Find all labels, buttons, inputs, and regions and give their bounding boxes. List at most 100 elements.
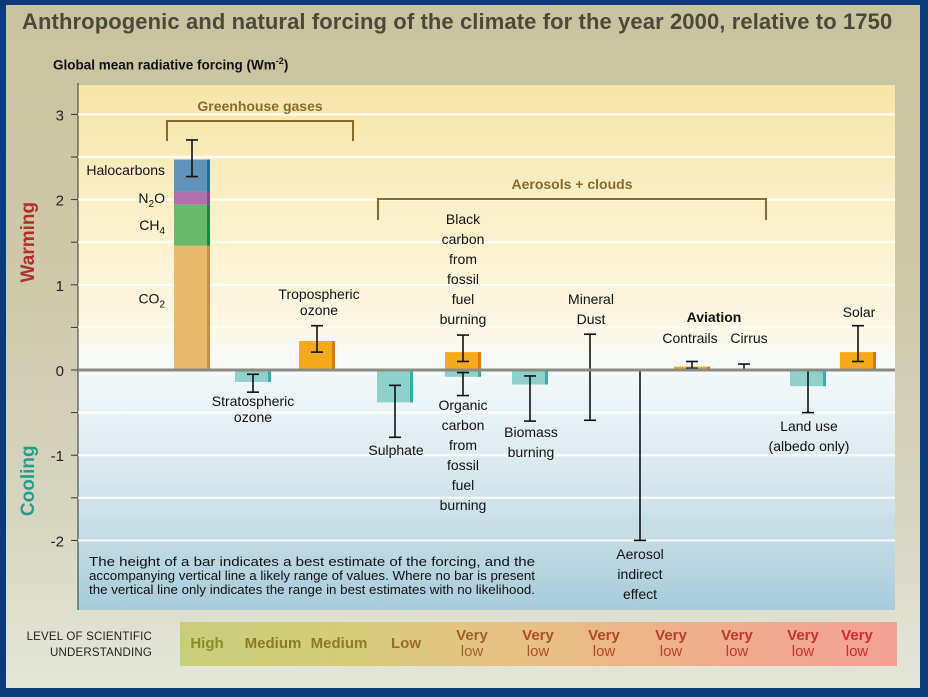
level-understanding-line1: Very — [588, 627, 620, 644]
segment-label-main: N — [138, 190, 148, 206]
bar-label-mineral-dust: Mineral — [568, 291, 614, 307]
segment-label-subscript: 2 — [159, 300, 165, 311]
bar-label-land-use-albedo-only-: (albedo only) — [769, 438, 850, 454]
bar-label-aerosol-indirect-effect: Aerosol — [616, 546, 663, 562]
group-label-greenhouse-gases: Greenhouse gases — [197, 98, 322, 114]
error-bar-sulphate — [389, 384, 401, 439]
level-understanding-item: Very low — [456, 622, 488, 666]
bar-segment-edge-n2o — [207, 191, 210, 205]
segment-label-main: Halocarbons — [86, 162, 165, 178]
segment-label-suffix: O — [154, 190, 165, 206]
note-line: the vertical line only indicates the ran… — [89, 583, 535, 597]
level-understanding-item: Very low — [841, 622, 873, 666]
level-label-line2: UNDERSTANDING — [49, 647, 152, 659]
level-of-understanding-band — [180, 622, 897, 666]
bar-contrails-edge — [707, 366, 710, 370]
level-understanding-line1: Low — [391, 635, 421, 652]
bar-segment-edge-halocarbons — [207, 159, 210, 192]
group-bracket-aerosols-clouds — [377, 198, 767, 220]
error-bar-biomass-burning — [524, 375, 536, 422]
level-understanding-line1: Medium — [310, 635, 368, 652]
level-understanding-item: Medium — [245, 622, 302, 666]
plot-background — [78, 85, 895, 610]
y-tick-label: 2 — [56, 193, 64, 210]
level-understanding-line1: Very — [721, 627, 753, 644]
segment-label-co2: CO2 — [138, 291, 165, 311]
y-tick-label: 1 — [56, 278, 64, 295]
level-understanding-item: Very low — [522, 622, 554, 666]
level-understanding-line1: Very — [456, 627, 488, 644]
level-understanding-line2: low — [791, 643, 815, 660]
level-understanding-item: Low — [391, 622, 421, 666]
bar-label-organic-carbon-from-fossil-fuel-burning: from — [449, 437, 477, 453]
bar-label-cirrus: Cirrus — [730, 330, 767, 346]
error-bar-organic-carbon-from-fossil-fuel-burning — [457, 371, 469, 397]
bar-land-use-albedo-only--edge — [823, 370, 826, 387]
bar-segment-edge-ch4 — [207, 204, 210, 246]
bar-segment-edge-co2 — [207, 245, 210, 370]
bar-label-aerosol-indirect-effect: effect — [623, 586, 657, 602]
level-understanding-item: Very low — [787, 622, 819, 666]
level-understanding-item: High — [190, 622, 223, 666]
cooling-label: Cooling — [18, 445, 39, 516]
bar-label-aerosol-indirect-effect: indirect — [617, 566, 662, 582]
bar-label-black-carbon-from-fossil-fuel-burning: Black — [446, 211, 481, 227]
bar-label-solar: Solar — [843, 304, 876, 320]
y-axis-label-close: ) — [283, 57, 289, 73]
bar-label-tropospheric-ozone: ozone — [300, 302, 338, 318]
bar-segment-co2 — [174, 245, 210, 370]
segment-label-main: CO — [138, 291, 159, 307]
segment-label-halocarbons: Halocarbons — [86, 162, 165, 178]
bar-label-contrails: Contrails — [662, 330, 717, 346]
note-line: The height of a bar indicates a best est… — [89, 555, 535, 569]
bar-label-land-use-albedo-only-: Land use — [780, 418, 838, 434]
level-understanding-item: Very low — [721, 622, 753, 666]
segment-label-subscript: 4 — [159, 226, 165, 237]
bar-label-black-carbon-from-fossil-fuel-burning: fuel — [452, 291, 475, 307]
bar-black-carbon-from-fossil-fuel-burning-edge — [478, 352, 481, 370]
y-axis-label-text: Global mean radiative forcing (Wm — [53, 57, 276, 73]
level-understanding-line1: High — [190, 635, 224, 652]
note-line: accompanying vertical line a likely rang… — [89, 569, 536, 583]
bar-label-black-carbon-from-fossil-fuel-burning: burning — [440, 311, 487, 327]
segment-label-subscript: 2 — [149, 199, 155, 210]
error-bar-stratospheric-ozone — [247, 373, 259, 393]
level-of-understanding-label: LEVEL OF SCIENTIFIC UNDERSTANDING — [22, 629, 152, 661]
bar-label-organic-carbon-from-fossil-fuel-burning: fossil — [447, 457, 479, 473]
bar-label-organic-carbon-from-fossil-fuel-burning: burning — [440, 497, 487, 513]
level-label-line1: LEVEL OF SCIENTIFIC — [26, 631, 152, 643]
bar-label-tropospheric-ozone: Tropospheric — [278, 286, 359, 302]
bar-segment-n2o — [174, 191, 210, 205]
level-understanding-line2: low — [845, 643, 869, 660]
y-axis-label-sup: -2 — [275, 56, 284, 66]
level-understanding-line1: Very — [522, 627, 554, 644]
error-bar-greenhouse — [186, 139, 198, 178]
level-understanding-line1: Very — [787, 627, 819, 644]
bar-label-sulphate: Sulphate — [368, 442, 423, 458]
segment-label-ch4: CH4 — [139, 217, 165, 237]
bar-label-black-carbon-from-fossil-fuel-burning: from — [449, 251, 477, 267]
level-understanding-line2: low — [725, 643, 749, 660]
chart-title: Anthropogenic and natural forcing of the… — [22, 9, 893, 34]
y-tick-label: 0 — [56, 363, 64, 380]
error-bar-mineral-dust — [584, 333, 596, 422]
bar-biomass-burning-edge — [545, 370, 548, 385]
level-understanding-line2: low — [592, 643, 616, 660]
warming-label: Warming — [18, 202, 39, 283]
error-bar-black-carbon-from-fossil-fuel-burning — [457, 334, 469, 363]
bar-tropospheric-ozone-edge — [332, 341, 335, 370]
bar-label-organic-carbon-from-fossil-fuel-burning: Organic — [438, 397, 487, 413]
error-bar-tropospheric-ozone — [311, 324, 323, 353]
group-bracket-greenhouse-gases — [166, 120, 354, 141]
level-understanding-line1: Very — [841, 627, 873, 644]
level-understanding-item: Medium — [311, 622, 368, 666]
bar-label-organic-carbon-from-fossil-fuel-burning: fuel — [452, 477, 475, 493]
y-axis-label: Global mean radiative forcing (Wm-2) — [53, 56, 288, 73]
bar-label-biomass-burning: burning — [508, 444, 555, 460]
bar-label-stratospheric-ozone: ozone — [234, 409, 272, 425]
level-understanding-line2: low — [460, 643, 484, 660]
bar-solar-edge — [873, 352, 876, 370]
bar-label-black-carbon-from-fossil-fuel-burning: carbon — [442, 231, 485, 247]
error-bar-contrails — [686, 360, 698, 370]
